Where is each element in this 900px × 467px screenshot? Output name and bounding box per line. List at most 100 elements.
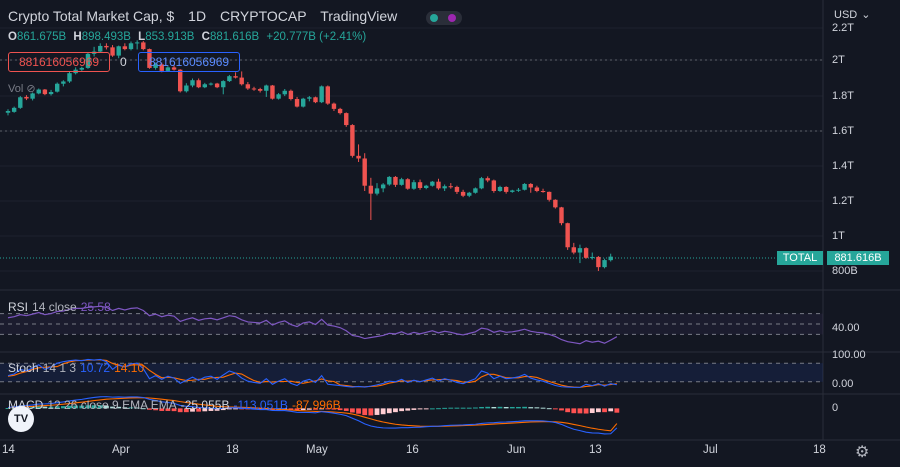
ohlc-readout: O861.675B H898.493B L853.913B C881.616B … — [8, 31, 370, 43]
candle-body — [436, 181, 441, 189]
candle-body — [30, 93, 35, 99]
rsi-legend[interactable]: RSI 14 close 25.58 — [8, 300, 115, 314]
change-value: +20.777B (+2.41%) — [266, 31, 367, 43]
candle-body — [399, 179, 404, 185]
macd-histogram-bar — [509, 406, 515, 409]
open-key: O — [8, 31, 17, 43]
macd-tick: 0 — [832, 402, 839, 414]
macd-histogram-bar — [337, 408, 343, 411]
macd-histogram-bar — [183, 408, 189, 413]
macd-histogram-bar — [165, 408, 171, 411]
candle-body — [178, 69, 183, 92]
sell-price-button[interactable]: 881616056969 — [8, 52, 110, 72]
candle-body — [522, 183, 527, 190]
macd-histogram-bar — [534, 407, 540, 409]
candle-body — [583, 248, 589, 258]
macd-histogram-bar — [411, 408, 417, 410]
macd-histogram-bar — [5, 408, 11, 410]
macd-histogram-bar — [552, 408, 558, 410]
date-tick: 13 — [589, 444, 602, 456]
date-tick: 14 — [2, 444, 15, 456]
candle-body — [202, 84, 207, 88]
price-pane — [5, 40, 613, 271]
stoch-k-value: 10.72 — [80, 361, 111, 375]
macd-histogram-bar — [614, 408, 620, 413]
chevron-down-icon: ⌄ — [861, 9, 871, 21]
volume-label[interactable]: Vol ⊘ — [8, 82, 36, 95]
candle-body — [294, 99, 300, 107]
spread-value: 0 — [120, 55, 127, 69]
currency-selector[interactable]: USD ⌄ — [834, 8, 870, 21]
macd-histogram-bar — [368, 408, 374, 416]
candle-body — [516, 189, 521, 191]
macd-histogram-bar — [460, 407, 466, 409]
candle-body — [67, 73, 72, 82]
tradingview-logo[interactable]: TV — [8, 406, 34, 432]
buy-price-button[interactable]: 881616056969 — [138, 52, 240, 72]
candle-body — [122, 46, 128, 50]
stoch-tick: 100.00 — [832, 349, 866, 361]
candle-body — [608, 256, 613, 261]
macd-histogram-bar — [282, 408, 288, 410]
macd-histogram-bar — [233, 408, 238, 410]
candle-body — [221, 81, 226, 88]
candle-body — [245, 84, 251, 89]
exchange-label: CRYPTOCAP — [219, 8, 307, 24]
macd-params: 12 26 close 9 EMA EMA — [47, 398, 177, 412]
macd-legend[interactable]: MACD 12 26 close 9 EMA EMA -25.055B -113.05… — [8, 398, 345, 412]
candle-body — [141, 42, 146, 50]
symbol-price-tag: TOTAL — [777, 251, 823, 265]
grid-lines — [0, 0, 900, 441]
macd-histogram-bar — [473, 407, 478, 409]
eye-hidden-icon[interactable]: ⊘ — [26, 83, 36, 95]
macd-histogram-bar — [110, 406, 115, 409]
macd-histogram-bar — [497, 406, 503, 409]
stoch-legend[interactable]: Stoch 14 1 3 10.72 14.10 — [8, 361, 148, 375]
candle-body — [276, 94, 281, 99]
candle-body — [424, 185, 429, 189]
candle-body — [159, 64, 164, 71]
macd-histogram-bar — [350, 408, 355, 413]
candle-body — [491, 180, 497, 191]
close-value: 881.616B — [209, 31, 260, 43]
macd-histogram-bar — [30, 406, 35, 409]
macd-histogram-bar — [116, 406, 122, 409]
candle-body — [473, 188, 478, 193]
macd-histogram-bar — [325, 408, 331, 410]
candle-body — [417, 182, 423, 189]
candle-body — [257, 89, 263, 91]
candle-body — [319, 86, 324, 103]
candle-body — [233, 76, 238, 78]
stoch-params: 14 1 3 — [42, 361, 77, 375]
rsi-name: RSI — [8, 300, 29, 314]
macd-histogram-bar — [85, 405, 91, 409]
macd-histogram-bar — [48, 406, 54, 409]
candle-body — [350, 125, 355, 156]
macd-histogram-bar — [356, 408, 361, 414]
macd-histogram-bar — [393, 408, 398, 413]
macd-histogram-bar — [239, 408, 245, 410]
macd-histogram-bar — [577, 408, 583, 414]
symbol-title[interactable]: Crypto Total Market Cap, $ — [8, 8, 175, 24]
rsi-params: 14 close — [32, 300, 77, 314]
candle-body — [55, 83, 60, 92]
candle-body — [540, 190, 546, 192]
macd-histogram-bar — [343, 408, 349, 411]
macd-histogram-bar — [491, 406, 497, 409]
stoch-name: Stoch — [8, 361, 39, 375]
gear-icon[interactable]: ⚙ — [855, 444, 870, 461]
macd-histogram-bar — [503, 406, 509, 409]
stoch-tick: 0.00 — [832, 378, 854, 390]
macd-histogram-bar — [479, 406, 484, 409]
low-value: 853.913B — [145, 31, 195, 43]
macd-histogram-bar — [91, 405, 97, 409]
macd-histogram-bar — [54, 406, 60, 409]
interval-label[interactable]: 1D — [188, 8, 207, 24]
market-status-toggle[interactable] — [426, 11, 462, 25]
macd-histogram-bar — [140, 408, 146, 410]
candle-body — [590, 256, 595, 258]
macd-histogram-bar — [583, 408, 589, 414]
candle-body — [42, 89, 48, 95]
